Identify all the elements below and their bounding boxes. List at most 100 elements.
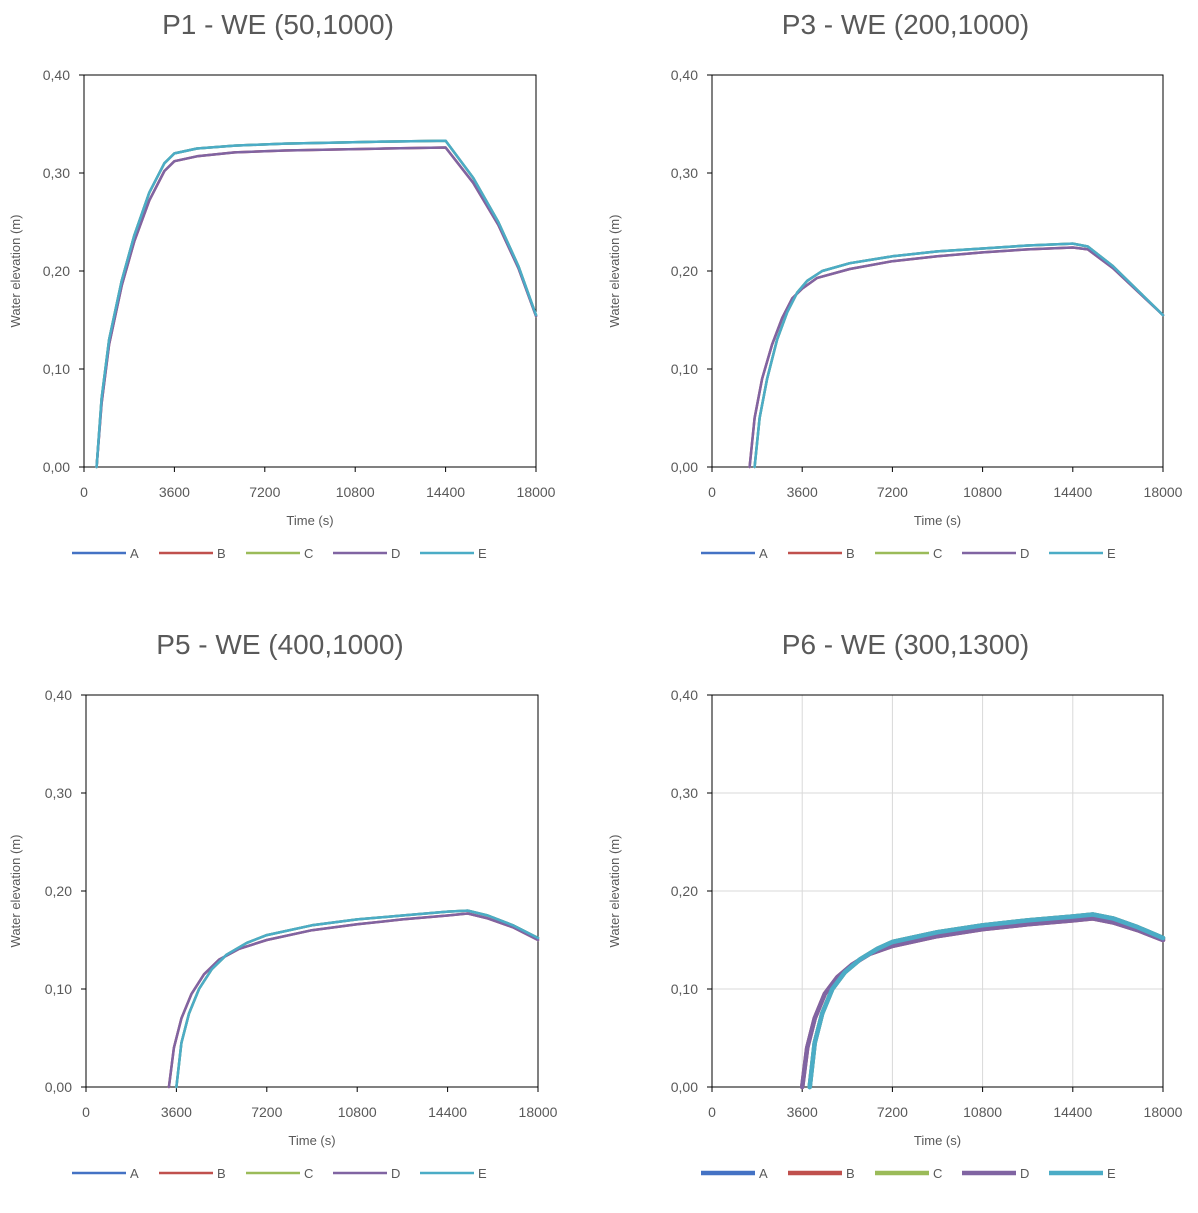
legend-label-c: C bbox=[933, 1166, 942, 1181]
legend-label-c: C bbox=[304, 1166, 313, 1181]
x-tick-label: 14400 bbox=[426, 484, 465, 500]
legend-label-c: C bbox=[304, 546, 313, 561]
series-line-e bbox=[807, 912, 1166, 1090]
legend-label-d: D bbox=[1020, 1166, 1029, 1181]
y-axis-label: Water elevation (m) bbox=[607, 835, 622, 948]
chart-panel-p1: P1 - WE (50,1000) 0 3600 7200 10800 14400 1800… bbox=[0, 0, 599, 593]
y-tick-label: 0,30 bbox=[671, 785, 698, 801]
y-tick-label: 0,30 bbox=[671, 165, 698, 181]
legend-label-b: B bbox=[846, 1166, 855, 1181]
x-tick-label: 10800 bbox=[338, 1104, 377, 1120]
y-tick-label: 0,20 bbox=[671, 883, 698, 899]
legend-label-a: A bbox=[759, 1166, 768, 1181]
chart-title: P3 - WE (200,1000) bbox=[782, 9, 1029, 40]
x-tick-label: 10800 bbox=[963, 484, 1002, 500]
series-line-c bbox=[807, 912, 1166, 1090]
y-tick-label: 0,00 bbox=[671, 1079, 698, 1095]
chart-title: P6 - WE (300,1300) bbox=[782, 629, 1029, 660]
series-line-d bbox=[799, 916, 1166, 1090]
x-axis-label: Time (s) bbox=[914, 513, 961, 528]
series-line-e bbox=[175, 909, 540, 1089]
legend-label-e: E bbox=[478, 1166, 487, 1181]
y-tick-label: 0,30 bbox=[45, 785, 72, 801]
x-axis-label: Time (s) bbox=[288, 1133, 335, 1148]
chart-svg-p1: P1 - WE (50,1000) 0 3600 7200 10800 14400 1800… bbox=[8, 9, 556, 561]
x-tick-label: 18000 bbox=[1144, 484, 1183, 500]
y-tick-label: 0,00 bbox=[45, 1079, 72, 1095]
x-tick-label: 0 bbox=[708, 484, 716, 500]
chart-title: P5 - WE (400,1000) bbox=[156, 629, 403, 660]
chart-svg-p5: P5 - WE (400,1000) 0 3600 7200 10800 14400 180… bbox=[8, 629, 558, 1181]
y-tick-label: 0,10 bbox=[43, 361, 70, 377]
series-line-c bbox=[95, 139, 538, 469]
y-axis-label: Water elevation (m) bbox=[607, 215, 622, 328]
x-tick-label: 18000 bbox=[517, 484, 556, 500]
legend-label-d: D bbox=[391, 1166, 400, 1181]
plot-area bbox=[85, 694, 539, 1088]
series-line-a bbox=[95, 139, 538, 469]
y-tick-label: 0,00 bbox=[671, 459, 698, 475]
series-line-d bbox=[748, 246, 1165, 469]
y-tick-label: 0,40 bbox=[671, 687, 698, 703]
y-tick-label: 0,30 bbox=[43, 165, 70, 181]
x-tick-label: 0 bbox=[80, 484, 88, 500]
plot-area bbox=[711, 74, 1164, 468]
series-line-a bbox=[807, 912, 1166, 1090]
y-tick-label: 0,10 bbox=[671, 981, 698, 997]
y-tick-label: 0,40 bbox=[671, 67, 698, 83]
x-tick-label: 7200 bbox=[249, 484, 280, 500]
chart-panel-p5: P5 - WE (400,1000) 0 3600 7200 10800 14400 180… bbox=[0, 620, 599, 1213]
legend-label-e: E bbox=[478, 546, 487, 561]
series-line-a bbox=[753, 242, 1165, 469]
legend-label-e: E bbox=[1107, 546, 1116, 561]
y-tick-label: 0,40 bbox=[43, 67, 70, 83]
legend-label-c: C bbox=[933, 546, 942, 561]
y-tick-label: 0,10 bbox=[671, 361, 698, 377]
chart-title: P1 - WE (50,1000) bbox=[162, 9, 394, 40]
y-axis-label: Water elevation (m) bbox=[8, 215, 23, 328]
x-tick-label: 14400 bbox=[1053, 1104, 1092, 1120]
x-tick-label: 0 bbox=[82, 1104, 90, 1120]
legend-label-d: D bbox=[391, 546, 400, 561]
x-tick-label: 14400 bbox=[1053, 484, 1092, 500]
x-tick-label: 0 bbox=[708, 1104, 716, 1120]
x-tick-label: 10800 bbox=[963, 1104, 1002, 1120]
x-tick-label: 3600 bbox=[161, 1104, 192, 1120]
legend-label-a: A bbox=[130, 546, 139, 561]
chart-panel-p6: P6 - WE (300,1300) 0 3600 7200 10800 14400 180… bbox=[599, 620, 1198, 1213]
x-tick-label: 7200 bbox=[877, 484, 908, 500]
y-tick-label: 0,00 bbox=[43, 459, 70, 475]
series-line-e bbox=[753, 242, 1165, 469]
y-axis-label: Water elevation (m) bbox=[8, 835, 23, 948]
x-tick-label: 3600 bbox=[159, 484, 190, 500]
y-tick-label: 0,40 bbox=[45, 687, 72, 703]
chart-svg-p3: P3 - WE (200,1000) 0 3600 7200 10800 14400 180… bbox=[607, 9, 1183, 561]
series-line-d bbox=[167, 912, 540, 1089]
x-axis-label: Time (s) bbox=[286, 513, 333, 528]
x-tick-label: 3600 bbox=[787, 484, 818, 500]
legend-label-b: B bbox=[217, 546, 226, 561]
legend-label-a: A bbox=[759, 546, 768, 561]
series-line-b bbox=[167, 912, 540, 1089]
x-tick-label: 18000 bbox=[1144, 1104, 1183, 1120]
legend-label-d: D bbox=[1020, 546, 1029, 561]
series-line-d bbox=[95, 146, 538, 469]
y-tick-label: 0,10 bbox=[45, 981, 72, 997]
legend-label-e: E bbox=[1107, 1166, 1116, 1181]
x-tick-label: 18000 bbox=[519, 1104, 558, 1120]
chart-panel-p3: P3 - WE (200,1000) 0 3600 7200 10800 14400 180… bbox=[599, 0, 1198, 593]
y-tick-label: 0,20 bbox=[43, 263, 70, 279]
x-axis-label: Time (s) bbox=[914, 1133, 961, 1148]
x-tick-label: 7200 bbox=[251, 1104, 282, 1120]
series-line-b bbox=[95, 146, 538, 469]
series-line-a bbox=[175, 909, 540, 1089]
series-line-e bbox=[95, 139, 538, 469]
chart-svg-p6: P6 - WE (300,1300) 0 3600 7200 10800 14400 180… bbox=[607, 629, 1183, 1181]
legend-label-b: B bbox=[846, 546, 855, 561]
legend-label-b: B bbox=[217, 1166, 226, 1181]
legend-label-a: A bbox=[130, 1166, 139, 1181]
plot-area bbox=[83, 74, 537, 468]
y-tick-label: 0,20 bbox=[45, 883, 72, 899]
x-tick-label: 7200 bbox=[877, 1104, 908, 1120]
series-line-c bbox=[175, 909, 540, 1089]
